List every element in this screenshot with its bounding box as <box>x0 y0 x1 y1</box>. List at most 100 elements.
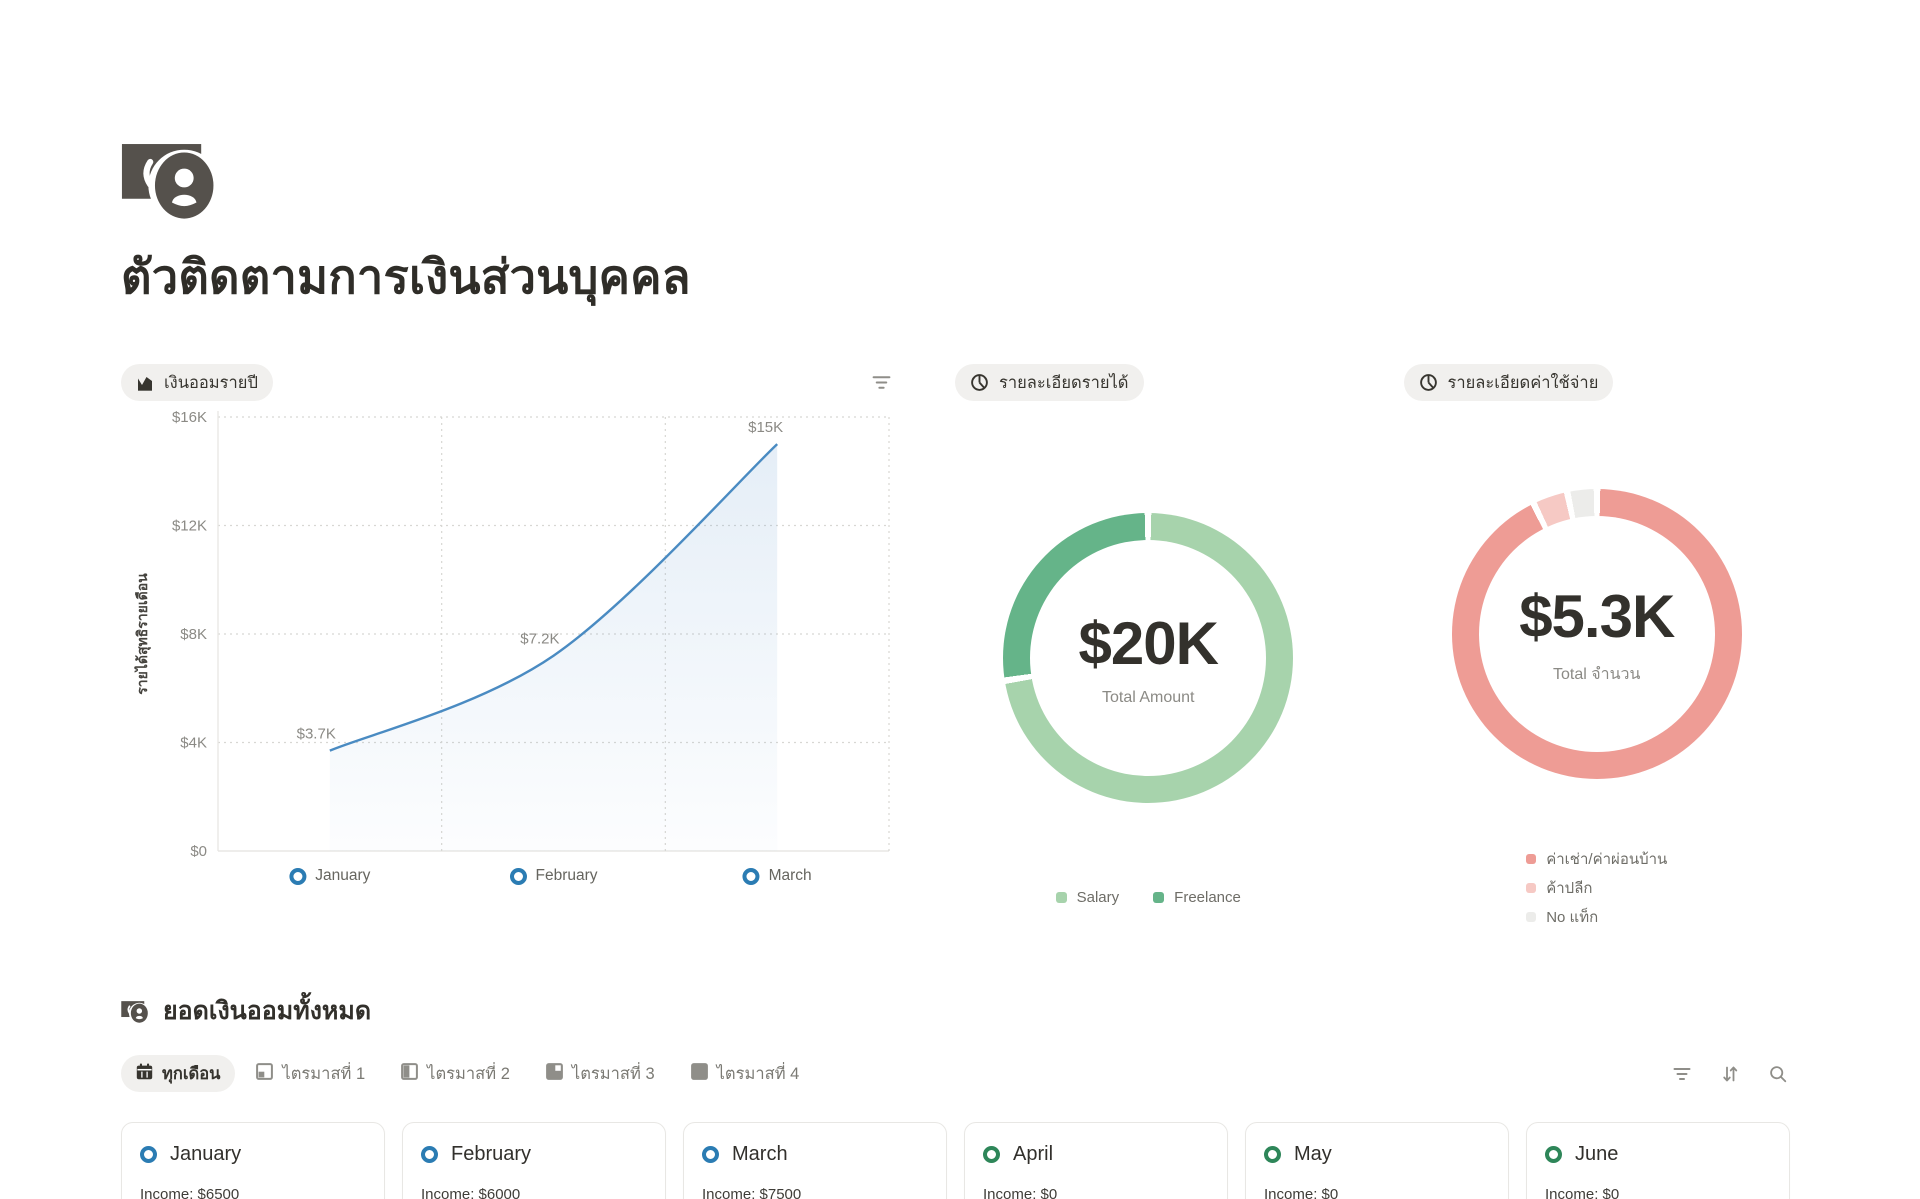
expenses-chart-column: รายละเอียดค่าใช้จ่าย $5.3K Total จำนวน ค… <box>1403 364 1791 929</box>
tab-all-months[interactable]: ทุกเดือน <box>121 1055 236 1092</box>
toolbar <box>1670 1062 1790 1086</box>
donut-ring-icon <box>289 867 307 885</box>
income-chart-badge[interactable]: รายละเอียดรายได้ <box>955 364 1144 401</box>
income-donut-center: $20K Total Amount <box>1030 540 1267 776</box>
income-chart-header: รายละเอียดรายได้ <box>955 364 1342 401</box>
donut-ring-icon <box>421 1146 438 1163</box>
svg-text:$8K: $8K <box>180 626 207 643</box>
filter-icon[interactable] <box>1670 1062 1694 1086</box>
x-axis-label-january: January <box>289 867 370 885</box>
expenses-chart-header: รายละเอียดค่าใช้จ่าย <box>1403 364 1791 401</box>
legend-swatch <box>1526 912 1537 922</box>
card-month-title: February <box>451 1143 532 1165</box>
tab-quarter-1[interactable]: ไตรมาสที่ 1 <box>241 1055 380 1092</box>
donut-ring-icon <box>702 1146 719 1163</box>
legend-item: ค้าปลีก <box>1526 876 1667 900</box>
card-month-title: March <box>732 1143 788 1165</box>
expenses-chart-badge-label: รายละเอียดค่าใช้จ่าย <box>1447 373 1599 392</box>
tab-quarter-2[interactable]: ไตรมาสที่ 2 <box>386 1055 525 1092</box>
svg-text:รายได้สุทธิรายเดือน: รายได้สุทธิรายเดือน <box>133 573 151 695</box>
savings-line-chart: $16K $12K $8K $4K $0 $3.7K $7.2K $15K รายได้สุทธ… <box>121 405 893 905</box>
card-head: March <box>702 1143 928 1166</box>
card-head: May <box>1264 1143 1490 1166</box>
donut-ring-icon <box>509 867 527 885</box>
quarter-3-icon <box>545 1062 563 1085</box>
calendar-icon <box>136 1063 153 1085</box>
page-content: ตัวติดตามการเงินส่วนบุคคล เงินออมรายปี $… <box>121 133 1790 1199</box>
income-total-label: Total Amount <box>1102 689 1195 706</box>
card-head: April <box>983 1143 1209 1166</box>
donut-ring-icon <box>1545 1146 1562 1163</box>
donut-ring-icon <box>983 1146 1000 1163</box>
expenses-total-value: $5.3K <box>1519 582 1675 650</box>
tabs-row: ทุกเดือน ไตรมาสที่ 1 ไตรมาสที่ 2 ไตรมาสที่ … <box>121 1055 1790 1092</box>
svg-text:$4K: $4K <box>180 735 207 752</box>
card-income: Income: $0 <box>1264 1186 1339 1199</box>
charts-row: เงินออมรายปี $16K $12K $8K $4K $0 $3.7K $7.2K $… <box>121 364 1790 929</box>
x-axis-label-february: February <box>509 867 598 885</box>
income-total-value: $20K <box>1078 610 1219 677</box>
income-donut-chart: $20K Total Amount <box>1003 513 1294 803</box>
sort-icon[interactable] <box>1718 1062 1742 1086</box>
legend-item: No แท็ก <box>1526 905 1667 929</box>
card-month-title: April <box>1013 1143 1054 1165</box>
legend-item: Salary <box>1055 889 1119 906</box>
donut-ring-icon <box>1264 1146 1281 1163</box>
expenses-chart-badge[interactable]: รายละเอียดค่าใช้จ่าย <box>1403 364 1614 401</box>
card-head: June <box>1545 1143 1771 1166</box>
donut-ring-icon <box>140 1146 157 1163</box>
legend-swatch <box>1153 892 1165 903</box>
legend-swatch <box>1526 883 1537 893</box>
area-chart-icon <box>136 374 154 392</box>
savings-section-header: ยอดเงินออมทั้งหมด <box>121 991 1790 1031</box>
card-month-title: June <box>1575 1143 1619 1165</box>
legend-swatch <box>1526 854 1537 864</box>
quarter-2-icon <box>401 1062 419 1085</box>
expenses-donut-center: $5.3K Total จำนวน <box>1478 516 1715 752</box>
money-portrait-icon <box>121 998 150 1024</box>
view-tabs: ทุกเดือน ไตรมาสที่ 1 ไตรมาสที่ 2 ไตรมาสที่ … <box>121 1055 814 1092</box>
card-head: January <box>140 1143 366 1166</box>
card-income: Income: $6000 <box>421 1186 521 1199</box>
savings-chart-column: เงินออมรายปี $16K $12K $8K $4K $0 $3.7K $7.2K $… <box>121 364 893 929</box>
svg-text:$7.2K: $7.2K <box>520 631 559 648</box>
savings-section-title: ยอดเงินออมทั้งหมด <box>163 997 372 1025</box>
legend-swatch <box>1055 892 1067 903</box>
x-axis-label-march: March <box>742 867 812 885</box>
tab-quarter-3[interactable]: ไตรมาสที่ 3 <box>531 1055 670 1092</box>
svg-text:$16K: $16K <box>172 409 207 426</box>
tab-quarter-4[interactable]: ไตรมาสที่ 4 <box>676 1055 815 1092</box>
expenses-donut-chart: $5.3K Total จำนวน <box>1451 489 1742 779</box>
svg-text:$15K: $15K <box>748 419 783 436</box>
card-income: Income: $6500 <box>140 1186 240 1199</box>
search-icon[interactable] <box>1766 1062 1790 1086</box>
pie-chart-icon <box>1419 373 1438 392</box>
savings-chart-badge-label: เงินออมรายปี <box>164 373 258 392</box>
card-income: Income: $0 <box>983 1186 1058 1199</box>
money-portrait-icon[interactable] <box>121 133 221 223</box>
filter-icon[interactable] <box>869 371 893 395</box>
income-chart-column: รายละเอียดรายได้ $20K Total Amount Salar… <box>955 364 1342 929</box>
income-legend: Salary Freelance <box>955 889 1342 906</box>
expenses-legend: ค่าเช่า/ค่าผ่อนบ้านค้าปลีก No แท็ก <box>1526 847 1667 929</box>
card-month-title: January <box>170 1143 242 1165</box>
quarter-4-icon <box>690 1062 708 1085</box>
svg-text:$12K: $12K <box>172 518 207 535</box>
savings-chart-badge[interactable]: เงินออมรายปี <box>121 364 273 401</box>
donut-ring-icon <box>742 867 760 885</box>
legend-item: ค่าเช่า/ค่าผ่อนบ้าน <box>1526 847 1667 871</box>
card-income: Income: $0 <box>1545 1186 1620 1199</box>
page-title: ตัวติดตามการเงินส่วนบุคคล <box>121 250 691 303</box>
savings-chart-header: เงินออมรายปี <box>121 364 893 401</box>
card-month-title: May <box>1294 1143 1332 1165</box>
svg-text:$0: $0 <box>190 843 207 857</box>
legend-item: Freelance <box>1153 889 1241 906</box>
income-chart-badge-label: รายละเอียดรายได้ <box>999 373 1129 392</box>
